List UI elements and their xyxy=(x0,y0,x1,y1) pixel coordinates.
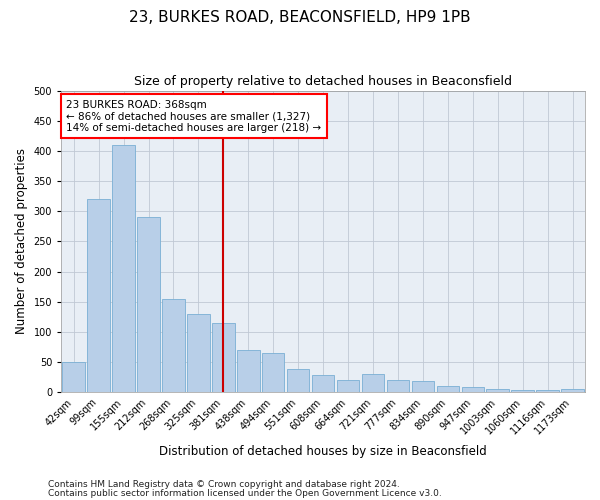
X-axis label: Distribution of detached houses by size in Beaconsfield: Distribution of detached houses by size … xyxy=(159,444,487,458)
Bar xyxy=(237,350,260,392)
Bar xyxy=(487,389,509,392)
Text: 23 BURKES ROAD: 368sqm
← 86% of detached houses are smaller (1,327)
14% of semi-: 23 BURKES ROAD: 368sqm ← 86% of detached… xyxy=(67,100,322,133)
Bar xyxy=(287,369,310,392)
Bar xyxy=(162,298,185,392)
Bar xyxy=(437,386,459,392)
Bar xyxy=(511,390,534,392)
Bar xyxy=(312,376,334,392)
Bar xyxy=(337,380,359,392)
Title: Size of property relative to detached houses in Beaconsfield: Size of property relative to detached ho… xyxy=(134,75,512,88)
Bar xyxy=(387,380,409,392)
Bar xyxy=(88,199,110,392)
Bar xyxy=(362,374,384,392)
Y-axis label: Number of detached properties: Number of detached properties xyxy=(15,148,28,334)
Bar xyxy=(536,390,559,392)
Bar xyxy=(62,362,85,392)
Bar xyxy=(212,323,235,392)
Bar xyxy=(461,388,484,392)
Bar xyxy=(112,145,135,392)
Bar xyxy=(137,217,160,392)
Text: Contains public sector information licensed under the Open Government Licence v3: Contains public sector information licen… xyxy=(48,488,442,498)
Text: Contains HM Land Registry data © Crown copyright and database right 2024.: Contains HM Land Registry data © Crown c… xyxy=(48,480,400,489)
Bar xyxy=(562,389,584,392)
Text: 23, BURKES ROAD, BEACONSFIELD, HP9 1PB: 23, BURKES ROAD, BEACONSFIELD, HP9 1PB xyxy=(129,10,471,25)
Bar xyxy=(412,382,434,392)
Bar xyxy=(262,353,284,392)
Bar xyxy=(187,314,209,392)
